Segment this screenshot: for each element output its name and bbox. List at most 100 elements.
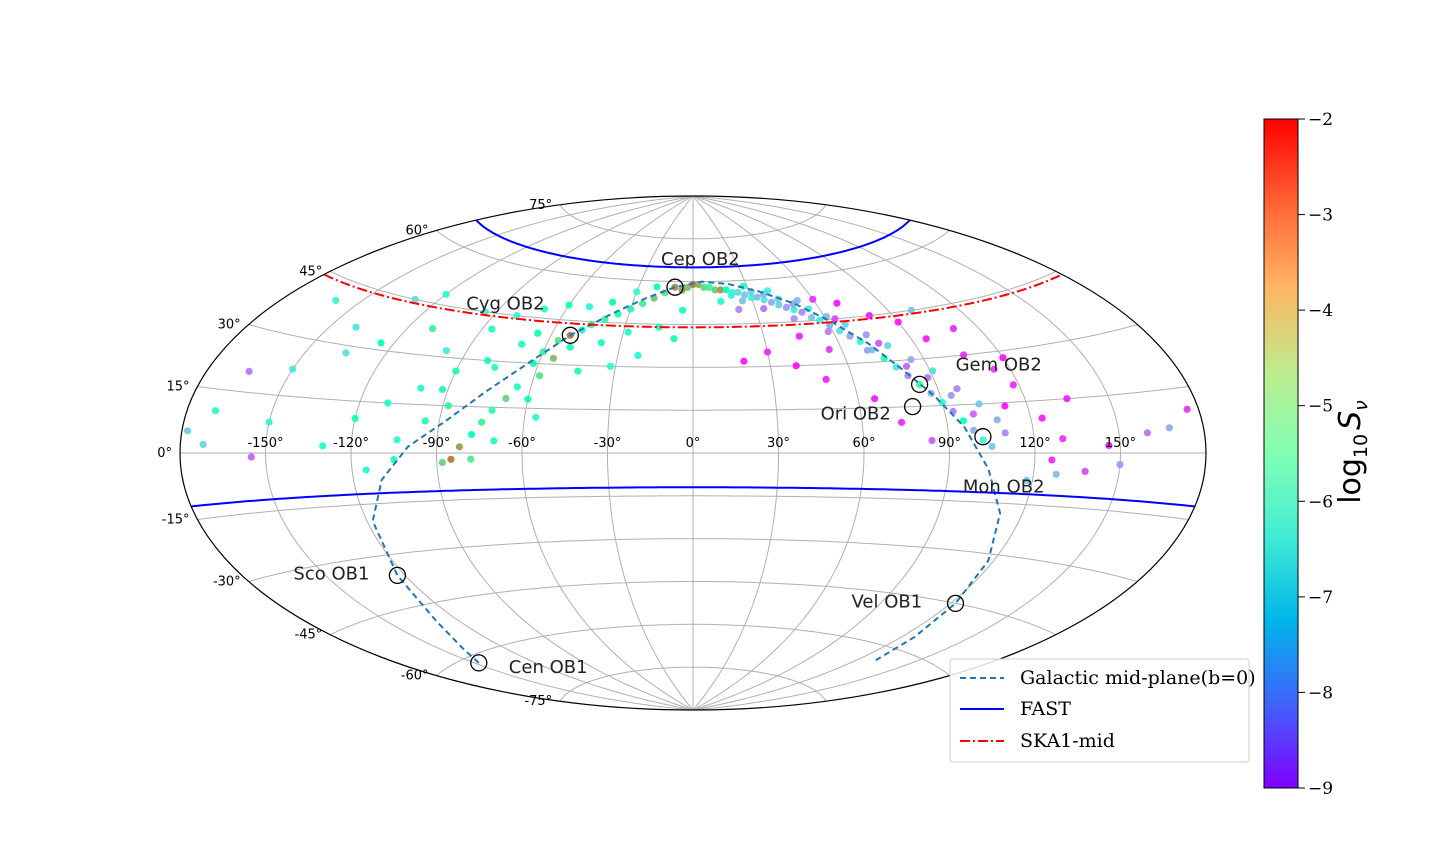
ob-label: Cyg OB2 [466, 293, 544, 314]
source-point [938, 398, 946, 406]
ob-marker [666, 278, 684, 296]
source-point [884, 342, 892, 350]
source-point [554, 337, 562, 345]
source-point [247, 453, 255, 461]
lon-gridline [692, 196, 1122, 710]
lon-gridline [264, 196, 694, 710]
source-point [990, 365, 998, 373]
source-point [332, 296, 340, 305]
source-point [836, 327, 844, 335]
source-point [377, 339, 385, 347]
source-point [481, 308, 489, 316]
source-point [1052, 470, 1060, 478]
source-point [184, 427, 192, 435]
source-point [863, 346, 872, 354]
ob-label: Mon OB2 [963, 477, 1045, 498]
lon-gridline [350, 196, 694, 710]
source-point [1048, 456, 1056, 464]
lon-gridline [435, 196, 694, 710]
lat-tick-label: 0° [157, 446, 172, 461]
source-point [1001, 402, 1009, 410]
lat-tick-label: -60° [401, 669, 429, 684]
source-point [513, 312, 521, 320]
source-point [566, 343, 574, 351]
source-point [929, 367, 937, 375]
source-point [722, 286, 730, 294]
source-point [760, 305, 768, 313]
ob-label: Cen OB1 [509, 657, 588, 678]
source-point [565, 301, 573, 309]
lon-tick-label: -60° [508, 436, 536, 451]
source-point [826, 321, 834, 329]
source-point [524, 395, 532, 403]
source-point [1009, 381, 1017, 389]
map-frame [179, 195, 1207, 711]
source-point [585, 303, 594, 311]
colorbar-tick-label: −4 [1308, 301, 1333, 321]
source-point [792, 362, 800, 370]
source-point [513, 383, 521, 391]
colorbar-gradient [1263, 118, 1299, 789]
source-point [633, 288, 641, 296]
source-point [442, 290, 450, 298]
lat-tick-label: 45° [299, 264, 322, 279]
graticule-grid [180, 196, 1206, 710]
ob-label: Cep OB2 [661, 249, 740, 270]
source-point [824, 328, 832, 336]
lon-tick-label: -30° [594, 436, 622, 451]
source-point [655, 323, 663, 331]
source-point [775, 301, 783, 309]
source-point [904, 372, 912, 380]
lat-tick-label: 75° [529, 198, 552, 213]
lat-tick-label: 30° [218, 318, 241, 333]
source-point [928, 436, 936, 445]
source-point [947, 391, 955, 400]
source-point [740, 357, 748, 365]
colorbar-tick-label: −3 [1308, 206, 1333, 226]
source-point [841, 320, 849, 328]
source-point [689, 280, 697, 289]
source-point [597, 339, 605, 347]
ska1-mid-limit-line [323, 273, 1063, 329]
colorbar-tick-label: −2 [1308, 110, 1333, 130]
source-point [924, 374, 932, 382]
source-point [717, 286, 725, 294]
source-point [362, 466, 370, 474]
source-point [609, 298, 617, 306]
lon-tick-label: 120° [1019, 436, 1050, 451]
source-point [825, 345, 833, 354]
source-point [711, 286, 719, 294]
source-point [438, 385, 447, 394]
source-point [807, 314, 816, 322]
source-point [922, 335, 930, 343]
lon-gridline [692, 196, 1036, 710]
source-point [671, 283, 679, 291]
source-point [518, 340, 526, 348]
source-point [534, 329, 542, 337]
lon-tick-label: -120° [333, 436, 369, 451]
source-point [979, 436, 987, 444]
legend-label-ska: SKA1-mid [1020, 730, 1115, 752]
lat-tick-label: 15° [166, 380, 189, 395]
lon-tick-label: 150° [1105, 436, 1136, 451]
source-point [809, 295, 817, 303]
ob-label: Vel OB1 [852, 591, 923, 612]
source-point [763, 348, 772, 356]
source-point [747, 293, 756, 302]
source-point [468, 430, 476, 439]
lon-tick-label: 0° [686, 436, 701, 451]
source-point [351, 414, 359, 423]
fast-limit-line [191, 486, 1195, 508]
source-point [741, 291, 749, 299]
ob-label: Ori OB2 [821, 404, 891, 425]
source-point [532, 413, 540, 421]
source-point [411, 295, 419, 303]
source-point [760, 296, 768, 304]
legend-label-fast: FAST [1020, 698, 1071, 720]
source-point [289, 365, 297, 373]
source-point [1001, 429, 1009, 437]
lon-tick-label: -90° [423, 436, 451, 451]
colorbar-tick-label: −9 [1308, 779, 1333, 799]
source-point [782, 303, 791, 311]
